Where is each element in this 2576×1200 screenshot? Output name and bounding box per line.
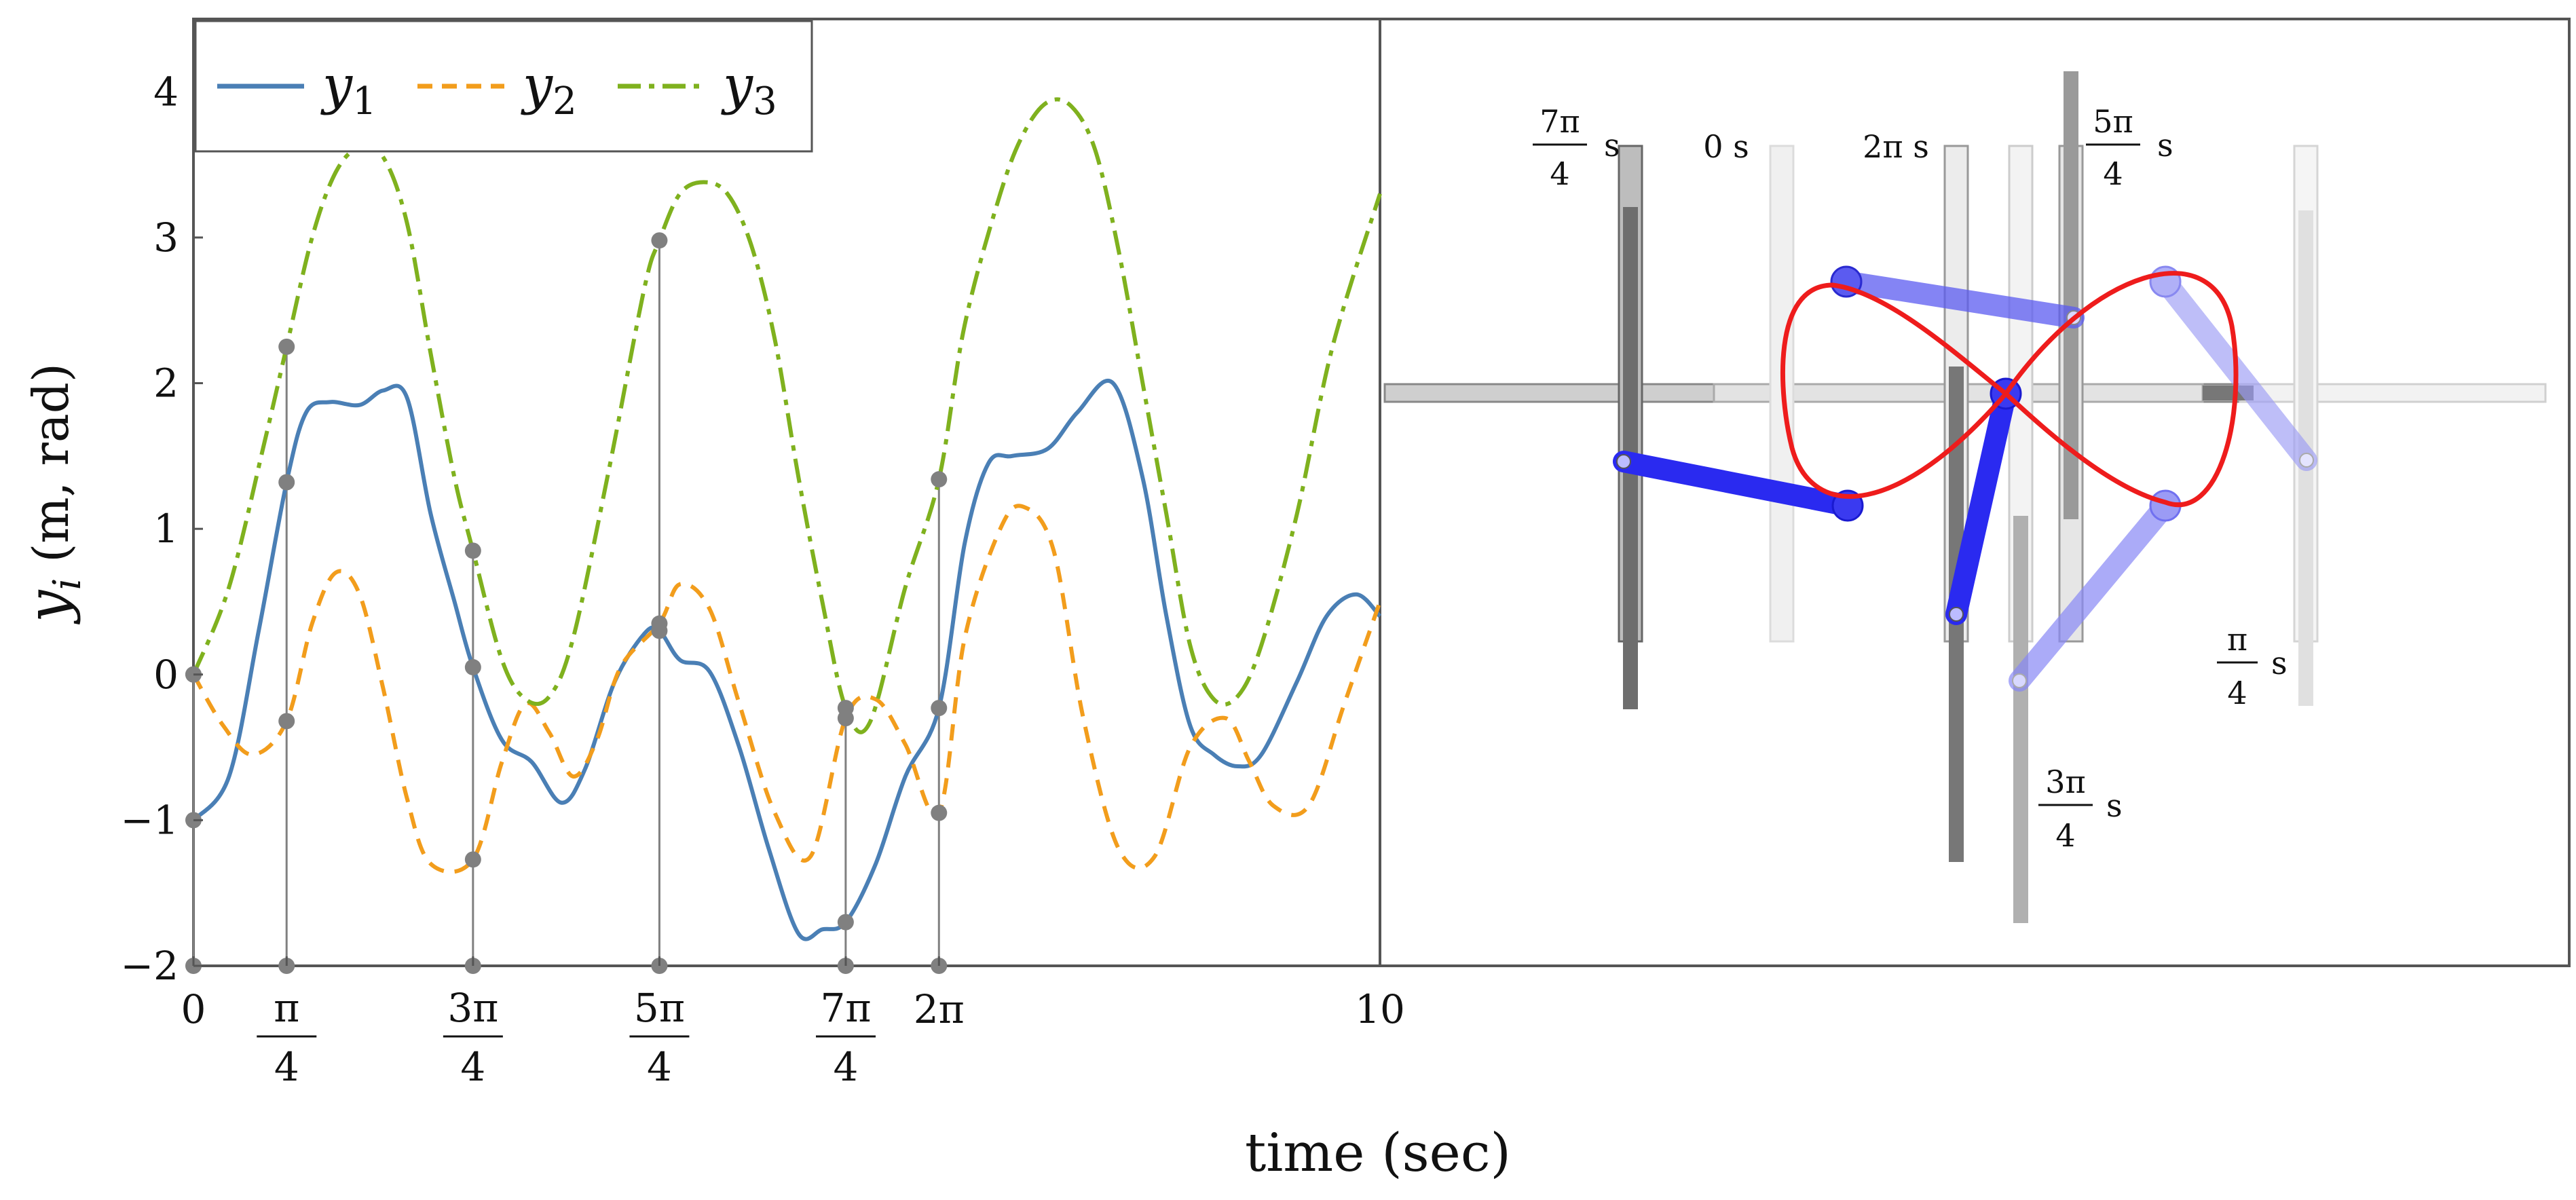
marker-point <box>651 615 668 632</box>
marker-point <box>837 914 854 931</box>
link-5pi4 <box>1835 271 2085 329</box>
horizontal-rail-faded <box>2239 383 2547 403</box>
x-tick-label-num: 3π <box>447 985 498 1031</box>
pivot-2pi <box>1949 607 1964 622</box>
series-line-y1 <box>191 379 1382 941</box>
y-tick-label: 4 <box>153 69 179 115</box>
link-7pi4 <box>1613 451 1859 517</box>
mechanism-drawing: 7π 4 s 0 s 2π s 5π 4 s π 4 s 3π 4 s <box>1383 71 2547 923</box>
y-tick-label: 2 <box>153 360 179 407</box>
marker-point <box>278 338 295 355</box>
figure-eight-trajectory <box>1780 271 2239 508</box>
y-tick-label: −2 <box>121 943 179 989</box>
label-5pi4: 5π 4 s <box>2086 103 2173 192</box>
y-axis-label: yi (m, rad) <box>15 363 90 625</box>
legend-label-y1: y1 <box>320 55 377 124</box>
x-tick-label: 0 <box>181 986 206 1032</box>
legend-label-y2: y2 <box>521 55 577 124</box>
link-2pi <box>1945 383 2017 625</box>
marker-point <box>278 713 295 730</box>
x-tick-label-den: 4 <box>834 1044 859 1090</box>
x-tick-label-num: 7π <box>820 985 871 1031</box>
svg-text:4: 4 <box>2227 675 2247 711</box>
legend-label-y3: y3 <box>721 55 777 124</box>
left-plot-area <box>192 18 1381 967</box>
marker-point <box>278 474 295 491</box>
y-tick-label: −1 <box>121 797 179 843</box>
series-line-y2 <box>191 504 1382 874</box>
svg-text:3π: 3π <box>2045 764 2086 800</box>
marker-point <box>837 700 854 717</box>
series-group <box>185 97 1382 974</box>
piston-5pi4-inner <box>2064 71 2078 519</box>
marker-point <box>464 659 481 676</box>
series-line-y3 <box>191 97 1382 734</box>
svg-text:4: 4 <box>2103 155 2123 192</box>
x-axis-label: time (sec) <box>1245 1123 1511 1184</box>
marker-point <box>931 471 948 488</box>
marker-point <box>464 851 481 868</box>
svg-text:π: π <box>2227 621 2247 658</box>
label-7pi4: 7π 4 s <box>1533 103 1620 192</box>
x-tick-label-den: 4 <box>274 1044 299 1090</box>
svg-text:s: s <box>1604 127 1620 164</box>
marker-point <box>931 804 948 821</box>
svg-text:s: s <box>2106 787 2123 824</box>
plot-layer <box>185 97 1382 974</box>
x-tick-label-num: π <box>274 985 299 1031</box>
label-2pi: 2π s <box>1863 128 1929 165</box>
x-tick-label: 2π <box>914 986 965 1032</box>
x-tick-label-den: 4 <box>460 1044 485 1090</box>
pivot-3pi4 <box>2012 673 2027 688</box>
label-3pi4: 3π 4 s <box>2038 764 2123 854</box>
x-tick-label: 10 <box>1355 986 1405 1032</box>
y-tick-label: 1 <box>153 506 179 552</box>
label-pi4: π 4 s <box>2217 621 2288 711</box>
svg-text:s: s <box>2157 127 2173 164</box>
x-tick-label-den: 4 <box>647 1044 672 1090</box>
legend: y1 y2 y3 <box>194 20 813 153</box>
marker-point <box>651 232 668 249</box>
x-ticks: 0 π 4 3π 4 5π 4 7π 4 2π 10 <box>181 956 1405 1090</box>
marker-point <box>931 700 948 717</box>
svg-text:4: 4 <box>1550 155 1569 192</box>
y-tick-label: 3 <box>153 214 179 261</box>
link-3pi4 <box>2009 495 2176 692</box>
svg-text:5π: 5π <box>2093 103 2133 140</box>
label-0s: 0 s <box>1703 128 1749 165</box>
svg-text:7π: 7π <box>1539 103 1580 140</box>
svg-text:s: s <box>2271 645 2288 681</box>
piston-3pi4-inner <box>2013 516 2028 923</box>
pivot-7pi4 <box>1616 454 1631 469</box>
svg-text:4: 4 <box>2055 817 2075 854</box>
marker-point <box>464 542 481 559</box>
y-tick-label: 0 <box>153 652 179 698</box>
right-panel <box>1379 18 2571 967</box>
x-tick-label-num: 5π <box>634 985 685 1031</box>
y-ticks: −2 −1 0 1 2 3 4 <box>121 69 203 989</box>
pivot-pi4 <box>2299 453 2314 468</box>
